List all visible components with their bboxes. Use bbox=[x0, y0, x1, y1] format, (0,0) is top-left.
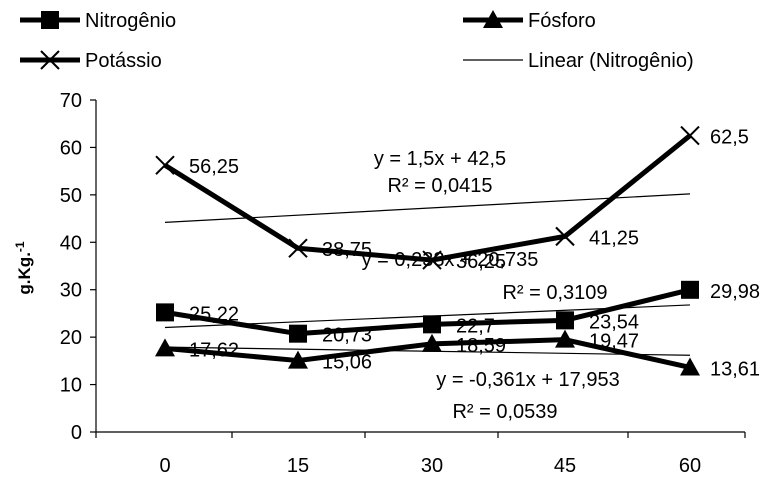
data-point-stroke-b bbox=[155, 155, 175, 175]
y-tick-label: 30 bbox=[60, 280, 82, 302]
y-tick-label: 20 bbox=[60, 327, 82, 349]
x-tick-label: 0 bbox=[159, 455, 170, 477]
legend-potassio: Potássio bbox=[20, 50, 162, 72]
data-point bbox=[422, 333, 442, 352]
y-tick-label: 60 bbox=[60, 137, 82, 159]
y-axis-title: g.Kg.-1 bbox=[13, 241, 34, 294]
data-point-stroke-b bbox=[680, 125, 700, 146]
data-point-stroke-b bbox=[288, 238, 308, 258]
data-point bbox=[556, 311, 574, 330]
data-label: 19,47 bbox=[589, 331, 639, 353]
data-point bbox=[555, 226, 575, 247]
y-tick-label: 10 bbox=[60, 375, 82, 397]
data-label: 13,61 bbox=[710, 358, 760, 380]
data-point bbox=[681, 280, 699, 299]
data-point-stroke-b bbox=[422, 250, 442, 270]
data-label: 62,5 bbox=[710, 127, 749, 149]
data-point bbox=[422, 250, 442, 270]
data-label: 17,62 bbox=[189, 339, 239, 361]
data-point bbox=[155, 155, 175, 175]
axes: 0 10 20 30 40 50 60 70 0 15 30 45 60 g.Kg.-1 bbox=[13, 90, 746, 477]
data-label: 15,06 bbox=[322, 352, 372, 374]
trendline-equation: y = -0,361x + 17,953 bbox=[436, 369, 619, 391]
data-point-stroke-b bbox=[555, 226, 575, 247]
data-label: 23,54 bbox=[589, 311, 639, 333]
data-point bbox=[289, 324, 307, 343]
legend-potassio-marker bbox=[40, 50, 60, 70]
legend-nitrogenio-marker bbox=[41, 11, 59, 29]
data-label: 41,25 bbox=[589, 227, 639, 249]
trendline-r2: R² = 0,0415 bbox=[387, 175, 492, 197]
trendline-r2: R² = 0,0539 bbox=[452, 401, 557, 423]
data-point bbox=[555, 329, 575, 348]
x-tick-label: 60 bbox=[679, 455, 701, 477]
data-label: 20,73 bbox=[322, 325, 372, 347]
x-tick-label: 45 bbox=[554, 455, 576, 477]
legend-linear-nitrogenio-label: Linear (Nitrogênio) bbox=[528, 50, 694, 72]
legend-nitrogenio-label: Nitrogênio bbox=[85, 10, 176, 32]
trendline-equation: y = 0,233x + 20,735 bbox=[362, 249, 539, 271]
x-tick-label: 15 bbox=[287, 455, 309, 477]
data-label: 25,22 bbox=[189, 303, 239, 325]
data-label: 38,75 bbox=[322, 239, 372, 261]
data-label: 22,7 bbox=[456, 315, 495, 337]
trendline-equations: y = 0,233x + 20,735 R² = 0,3109 y = -0,361… bbox=[362, 148, 620, 423]
legend-linear-nitrogenio: Linear (Nitrogênio) bbox=[463, 50, 694, 72]
legend-fosforo-marker bbox=[483, 10, 503, 28]
data-point bbox=[155, 338, 175, 357]
y-tick-label: 40 bbox=[60, 232, 82, 254]
legend-nitrogenio: Nitrogênio bbox=[20, 10, 176, 32]
series-markers bbox=[155, 125, 700, 376]
legend-potassio-marker-stroke-b bbox=[40, 50, 60, 70]
legend-fosforo: Fósforo bbox=[463, 10, 596, 32]
data-label: 56,25 bbox=[189, 156, 239, 178]
data-point bbox=[288, 350, 308, 369]
data-point bbox=[423, 315, 441, 334]
data-label: 29,98 bbox=[710, 281, 760, 303]
data-label: 18,59 bbox=[456, 335, 506, 357]
data-labels: 25,22 20,73 22,7 23,54 29,98 17,62 15,06 18,59 1… bbox=[189, 127, 760, 381]
y-tick-label: 0 bbox=[71, 422, 82, 444]
x-tick-label: 30 bbox=[421, 455, 443, 477]
data-point bbox=[680, 357, 700, 376]
legend-potassio-label: Potássio bbox=[85, 50, 162, 72]
legend-fosforo-label: Fósforo bbox=[528, 10, 596, 32]
data-point bbox=[680, 125, 700, 146]
data-label: 36,25 bbox=[456, 251, 506, 273]
y-tick-label: 70 bbox=[60, 90, 82, 112]
trendline-r2: R² = 0,3109 bbox=[502, 282, 607, 304]
data-point bbox=[156, 303, 174, 322]
legend: Nitrogênio Fósforo Potássio Linear (Nitrogê… bbox=[20, 10, 694, 72]
data-point bbox=[288, 238, 308, 258]
trendline-equation: y = 1,5x + 42,5 bbox=[374, 148, 506, 170]
y-tick-label: 50 bbox=[60, 185, 82, 207]
